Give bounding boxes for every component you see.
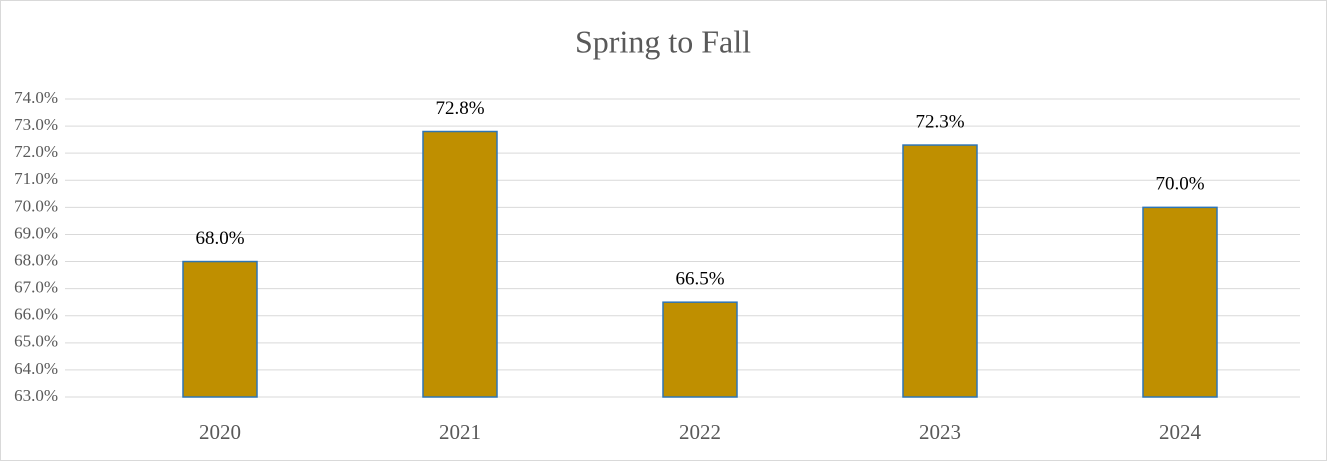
data-label: 72.3%: [915, 111, 964, 132]
y-tick-label: 63.0%: [14, 386, 58, 405]
y-tick-label: 66.0%: [14, 305, 58, 324]
x-tick-label: 2022: [679, 420, 721, 444]
y-tick-label: 70.0%: [14, 196, 58, 215]
data-label: 66.5%: [675, 269, 724, 290]
bar: [1142, 206, 1218, 398]
y-tick-label: 69.0%: [14, 223, 58, 242]
data-label: 72.8%: [435, 98, 484, 119]
bar: [902, 144, 978, 398]
data-label: 68.0%: [195, 228, 244, 249]
y-tick-label: 68.0%: [14, 250, 58, 269]
x-tick-label: 2020: [199, 420, 241, 444]
y-tick-label: 71.0%: [14, 169, 58, 188]
y-tick-label: 74.0%: [14, 88, 58, 107]
x-tick-label: 2023: [919, 420, 961, 444]
bar: [662, 301, 738, 398]
bar: [182, 260, 258, 398]
y-tick-label: 72.0%: [14, 142, 58, 161]
bar: [422, 130, 498, 398]
y-tick-label: 67.0%: [14, 278, 58, 297]
chart-title: Spring to Fall: [575, 23, 751, 59]
y-tick-label: 64.0%: [14, 359, 58, 378]
x-tick-label: 2024: [1159, 420, 1202, 444]
y-tick-label: 73.0%: [14, 115, 58, 134]
data-label: 70.0%: [1155, 174, 1204, 195]
y-tick-label: 65.0%: [14, 332, 58, 351]
x-tick-label: 2021: [439, 420, 481, 444]
